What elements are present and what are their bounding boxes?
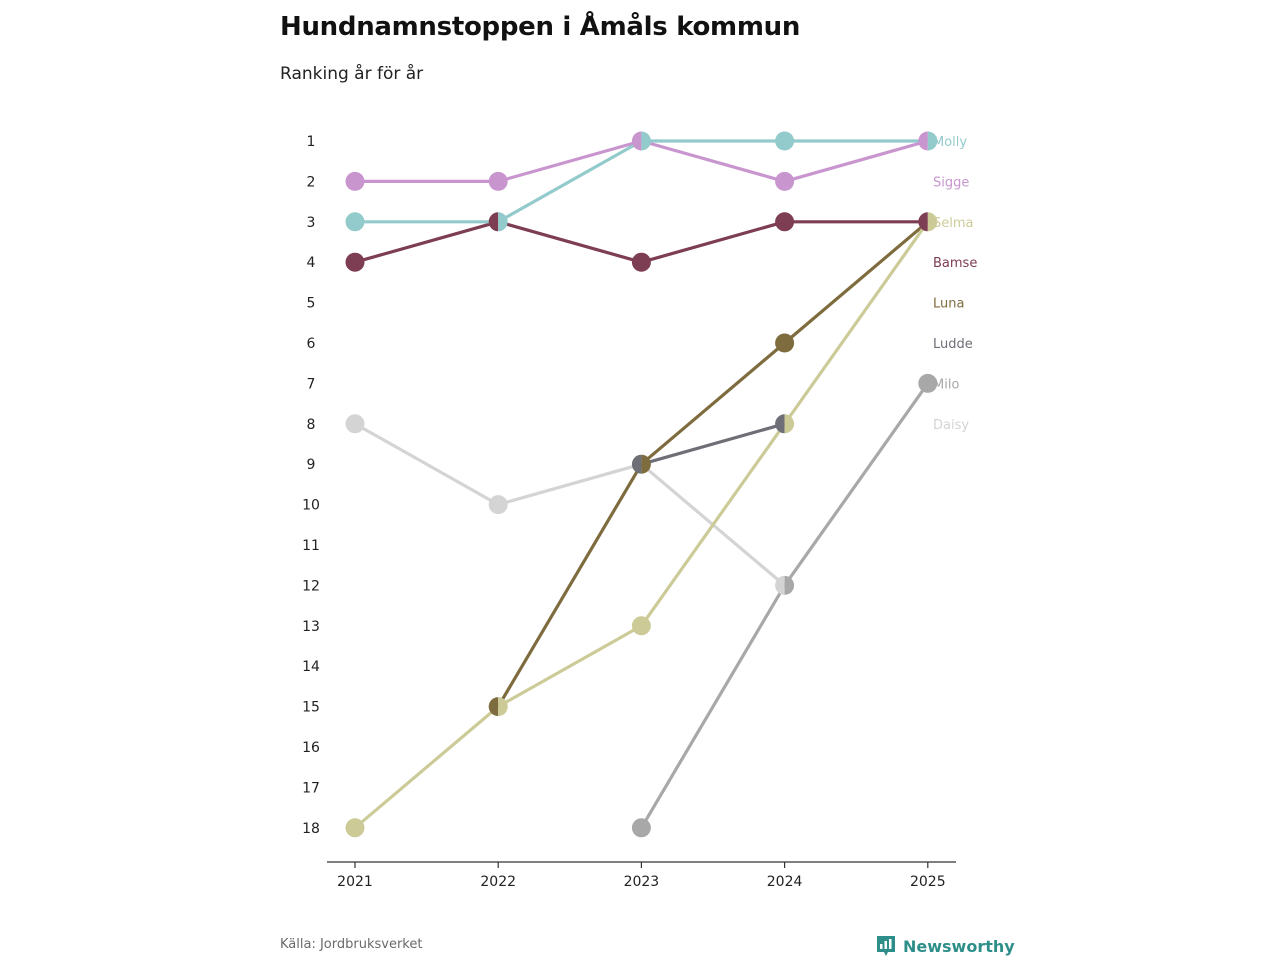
y-tick-label: 13 — [302, 619, 320, 635]
data-point-selma — [498, 697, 508, 717]
series-label-sigge: Sigge — [933, 175, 969, 190]
series-label-ludde: Ludde — [933, 337, 973, 352]
data-point-milo — [918, 373, 938, 393]
data-point-selma — [631, 616, 651, 636]
series-line-milo — [782, 381, 930, 588]
y-tick-label: 12 — [302, 578, 320, 594]
y-tick-label: 9 — [307, 457, 316, 473]
data-point-ludde — [631, 454, 642, 474]
data-point-selma — [784, 414, 795, 434]
data-point-molly — [498, 212, 508, 232]
y-tick-label: 11 — [302, 538, 320, 554]
data-point-molly — [345, 212, 365, 232]
series-line-luna — [496, 462, 644, 709]
y-tick-label: 10 — [302, 498, 320, 514]
data-point-luna — [775, 333, 795, 353]
data-point-luna — [488, 697, 499, 717]
newsworthy-logo-icon — [877, 936, 895, 956]
y-tick-label: 4 — [307, 255, 316, 271]
data-point-bamse — [775, 212, 795, 232]
data-point-bamse — [488, 212, 499, 232]
y-tick-label: 1 — [307, 134, 316, 150]
data-point-molly — [641, 131, 651, 151]
series-line-sigge — [782, 139, 930, 183]
data-point-luna — [641, 454, 651, 474]
data-point-milo — [631, 818, 651, 838]
y-tick-label: 14 — [302, 659, 320, 675]
series-line-daisy — [353, 422, 500, 507]
chart-title: Hundnamnstoppen i Åmåls kommun — [280, 12, 801, 42]
x-tick-label: 2025 — [910, 874, 946, 890]
series-line-selma — [353, 704, 500, 830]
y-tick-label: 3 — [307, 215, 316, 231]
data-point-milo — [784, 575, 795, 595]
data-point-molly — [775, 131, 795, 151]
chart-subtitle: Ranking år för år — [280, 64, 424, 84]
series-label-bamse: Bamse — [933, 256, 977, 271]
data-point-daisy — [345, 414, 365, 434]
x-tick-label: 2021 — [337, 874, 373, 890]
series-lines — [353, 139, 930, 830]
series-line-luna — [782, 220, 930, 345]
data-point-selma — [345, 818, 365, 838]
series-line-bamse — [496, 220, 644, 264]
series-label-molly: Molly — [933, 135, 967, 150]
series-line-ludde — [639, 422, 787, 466]
series-line-selma — [496, 624, 644, 709]
x-tick-label: 2024 — [767, 874, 803, 890]
data-point-sigge — [488, 171, 508, 191]
x-tick-label: 2022 — [480, 874, 516, 890]
series-line-sigge — [496, 139, 644, 183]
series-label-luna: Luna — [933, 297, 964, 312]
series-line-daisy — [496, 462, 644, 507]
y-tick-label: 16 — [302, 740, 320, 756]
series-line-sigge — [639, 139, 787, 183]
y-tick-label: 5 — [307, 296, 316, 312]
series-label-daisy: Daisy — [933, 418, 969, 433]
data-point-daisy — [775, 575, 785, 595]
data-point-molly — [927, 131, 938, 151]
y-tick-label: 18 — [302, 821, 320, 837]
series-line-bamse — [353, 220, 500, 264]
series-points — [345, 131, 938, 838]
series-line-selma — [639, 422, 787, 628]
brand-name: Newsworthy — [903, 936, 1015, 956]
y-tick-label: 2 — [307, 174, 316, 190]
data-point-bamse — [918, 212, 928, 232]
series-line-luna — [639, 341, 787, 466]
y-tick-label: 8 — [307, 417, 316, 433]
brand-logo[interactable]: Newsworthy — [875, 934, 1015, 958]
y-tick-label: 17 — [302, 780, 320, 796]
data-point-sigge — [918, 131, 928, 151]
data-point-bamse — [631, 252, 651, 272]
source-note: Källa: Jordbruksverket — [280, 937, 423, 952]
x-axis: 2021 2022 2023 2024 2025 — [327, 861, 956, 890]
series-line-bamse — [639, 220, 787, 264]
series-labels: Molly Sigge Selma Bamse Luna Ludde Milo Daisy — [933, 135, 977, 433]
data-point-daisy — [488, 495, 508, 515]
y-tick-label: 7 — [307, 376, 316, 392]
data-point-sigge — [775, 171, 795, 191]
data-point-sigge — [345, 171, 365, 191]
x-tick-label: 2023 — [624, 874, 660, 890]
data-point-bamse — [345, 252, 365, 272]
series-label-selma: Selma — [933, 216, 974, 231]
y-tick-label: 6 — [307, 336, 316, 352]
data-point-selma — [927, 212, 938, 232]
y-tick-label: 15 — [302, 700, 320, 716]
data-point-sigge — [631, 131, 642, 151]
series-label-milo: Milo — [933, 377, 959, 392]
series-line-molly — [496, 139, 644, 224]
data-point-ludde — [775, 414, 785, 434]
series-line-milo — [639, 583, 787, 830]
series-line-selma — [782, 220, 930, 426]
